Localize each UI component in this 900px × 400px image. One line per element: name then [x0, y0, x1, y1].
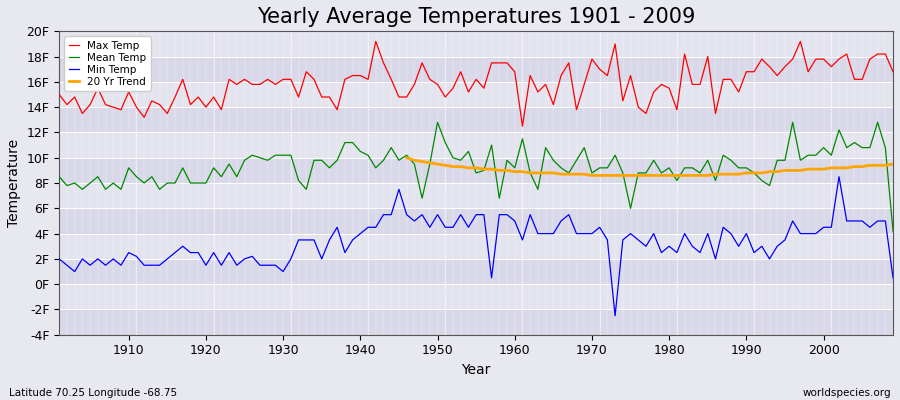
20 Yr Trend [609, 173, 620, 178]
Bar [59, 259, 893, 284]
Max Temp [115, 107, 126, 112]
Bar [59, 158, 893, 183]
Mean Temp [887, 229, 898, 234]
Min Temp [602, 238, 613, 242]
20 Yr Trend [587, 173, 598, 178]
Bar [59, 183, 893, 208]
Mean Temp [609, 153, 620, 158]
Max Temp [518, 124, 528, 128]
Bar [59, 310, 893, 335]
Bar [59, 107, 893, 132]
Line: Max Temp: Max Temp [59, 41, 893, 126]
Bar [59, 208, 893, 234]
20 Yr Trend [648, 173, 659, 178]
Bar [59, 132, 893, 158]
Max Temp [617, 98, 628, 103]
Mean Temp [285, 153, 296, 158]
Line: Min Temp: Min Temp [59, 177, 893, 316]
Bar [59, 82, 893, 107]
Mean Temp [54, 174, 65, 179]
Min Temp [509, 218, 520, 223]
20 Yr Trend [887, 162, 898, 166]
20 Yr Trend [680, 173, 690, 178]
Min Temp [332, 225, 343, 230]
Min Temp [285, 256, 296, 261]
Bar [59, 284, 893, 310]
Min Temp [54, 256, 65, 261]
Mean Temp [432, 120, 443, 125]
Title: Yearly Average Temperatures 1901 - 2009: Yearly Average Temperatures 1901 - 2009 [257, 7, 696, 27]
Max Temp [887, 69, 898, 74]
X-axis label: Year: Year [462, 363, 490, 377]
Min Temp [609, 314, 620, 318]
Min Temp [887, 276, 898, 280]
Bar [59, 31, 893, 56]
Y-axis label: Temperature: Temperature [7, 139, 21, 227]
Bar [59, 234, 893, 259]
Max Temp [54, 92, 65, 97]
Min Temp [115, 263, 126, 268]
Min Temp [501, 212, 512, 217]
20 Yr Trend [463, 166, 473, 170]
Line: Mean Temp: Mean Temp [59, 122, 893, 231]
Max Temp [371, 39, 382, 44]
Mean Temp [332, 158, 343, 163]
Max Temp [332, 107, 343, 112]
Text: Latitude 70.25 Longitude -68.75: Latitude 70.25 Longitude -68.75 [9, 388, 177, 398]
Line: 20 Yr Trend: 20 Yr Trend [407, 158, 893, 176]
Mean Temp [115, 187, 126, 192]
Mean Temp [518, 136, 528, 141]
Min Temp [833, 174, 844, 179]
Max Temp [525, 73, 535, 78]
Bar [59, 56, 893, 82]
Legend: Max Temp, Mean Temp, Min Temp, 20 Yr Trend: Max Temp, Mean Temp, Min Temp, 20 Yr Tre… [65, 36, 150, 91]
20 Yr Trend [725, 172, 736, 176]
Max Temp [285, 77, 296, 82]
20 Yr Trend [718, 172, 729, 176]
Mean Temp [509, 166, 520, 170]
20 Yr Trend [401, 155, 412, 160]
Text: worldspecies.org: worldspecies.org [803, 388, 891, 398]
Max Temp [509, 69, 520, 74]
